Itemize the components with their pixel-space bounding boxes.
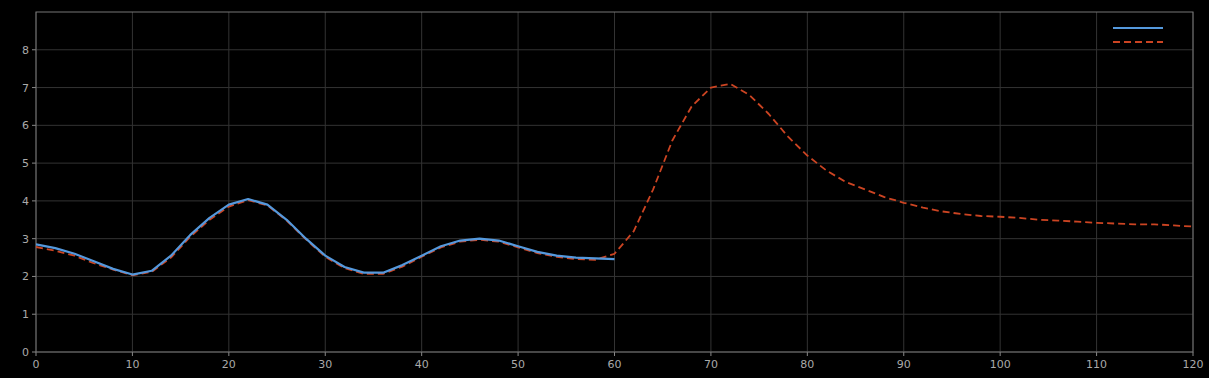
- x-tick: [132, 352, 133, 356]
- y-tick: [32, 163, 36, 164]
- x-tick-label: 50: [511, 358, 525, 371]
- x-tick: [614, 352, 615, 356]
- y-tick-label: 0: [22, 346, 29, 359]
- series-line: [36, 84, 1193, 276]
- x-tick-label: 110: [1086, 358, 1107, 371]
- series-line: [36, 199, 615, 275]
- y-tick-label: 8: [22, 44, 29, 57]
- y-grid-line: [36, 163, 1193, 164]
- x-tick: [421, 352, 422, 356]
- y-grid-line: [36, 125, 1193, 126]
- y-tick: [32, 200, 36, 201]
- x-tick-label: 60: [608, 358, 622, 371]
- y-tick: [32, 49, 36, 50]
- x-tick-label: 30: [318, 358, 332, 371]
- x-tick: [1193, 352, 1194, 356]
- x-tick: [518, 352, 519, 356]
- y-grid-line: [36, 200, 1193, 201]
- y-grid-line: [36, 238, 1193, 239]
- y-tick: [32, 314, 36, 315]
- y-tick: [32, 238, 36, 239]
- x-tick-label: 80: [800, 358, 814, 371]
- y-tick: [32, 352, 36, 353]
- x-tick: [325, 352, 326, 356]
- background: [0, 0, 1209, 378]
- x-tick: [903, 352, 904, 356]
- x-grid-line: [1096, 12, 1097, 352]
- x-tick: [36, 352, 37, 356]
- x-grid-line: [132, 12, 133, 352]
- y-tick-label: 6: [22, 119, 29, 132]
- y-tick-label: 7: [22, 82, 29, 95]
- y-grid-line: [36, 276, 1193, 277]
- x-grid-line: [710, 12, 711, 352]
- y-grid-line: [36, 49, 1193, 50]
- x-grid-line: [325, 12, 326, 352]
- y-tick: [32, 276, 36, 277]
- legend-swatch: [1113, 41, 1163, 43]
- x-tick-label: 90: [897, 358, 911, 371]
- x-tick-label: 40: [415, 358, 429, 371]
- grid: [36, 12, 1193, 352]
- legend: [1113, 28, 1163, 42]
- x-grid-line: [518, 12, 519, 352]
- y-grid-line: [36, 314, 1193, 315]
- x-tick-label: 10: [125, 358, 139, 371]
- x-tick: [228, 352, 229, 356]
- x-grid-line: [421, 12, 422, 352]
- chart: 0 10 20 30 40 50 60 70 80 90 100 110 120 0 1 2 3 4 5 6 7 8: [0, 0, 1209, 378]
- x-tick-label: 20: [222, 358, 236, 371]
- y-tick-label: 2: [22, 270, 29, 283]
- x-tick-label: 120: [1183, 358, 1204, 371]
- x-grid-line: [903, 12, 904, 352]
- axes: 0 10 20 30 40 50 60 70 80 90 100 110 120 0 1 2 3 4 5 6 7 8: [22, 12, 1204, 371]
- x-tick-label: 0: [33, 358, 40, 371]
- x-grid-line: [1000, 12, 1001, 352]
- x-tick: [1000, 352, 1001, 356]
- y-tick: [32, 125, 36, 126]
- y-grid-line: [36, 87, 1193, 88]
- y-tick-label: 4: [22, 195, 29, 208]
- x-grid-line: [228, 12, 229, 352]
- x-tick-label: 100: [990, 358, 1011, 371]
- plot-frame: [36, 12, 1193, 352]
- x-tick: [710, 352, 711, 356]
- y-tick-label: 1: [22, 308, 29, 321]
- y-tick-label: 3: [22, 233, 29, 246]
- y-tick-label: 5: [22, 157, 29, 170]
- y-tick: [32, 87, 36, 88]
- x-grid-line: [614, 12, 615, 352]
- x-tick: [1096, 352, 1097, 356]
- x-tick: [807, 352, 808, 356]
- legend-swatch: [1113, 27, 1163, 29]
- lines: [36, 84, 1193, 276]
- x-tick-label: 70: [704, 358, 718, 371]
- x-grid-line: [807, 12, 808, 352]
